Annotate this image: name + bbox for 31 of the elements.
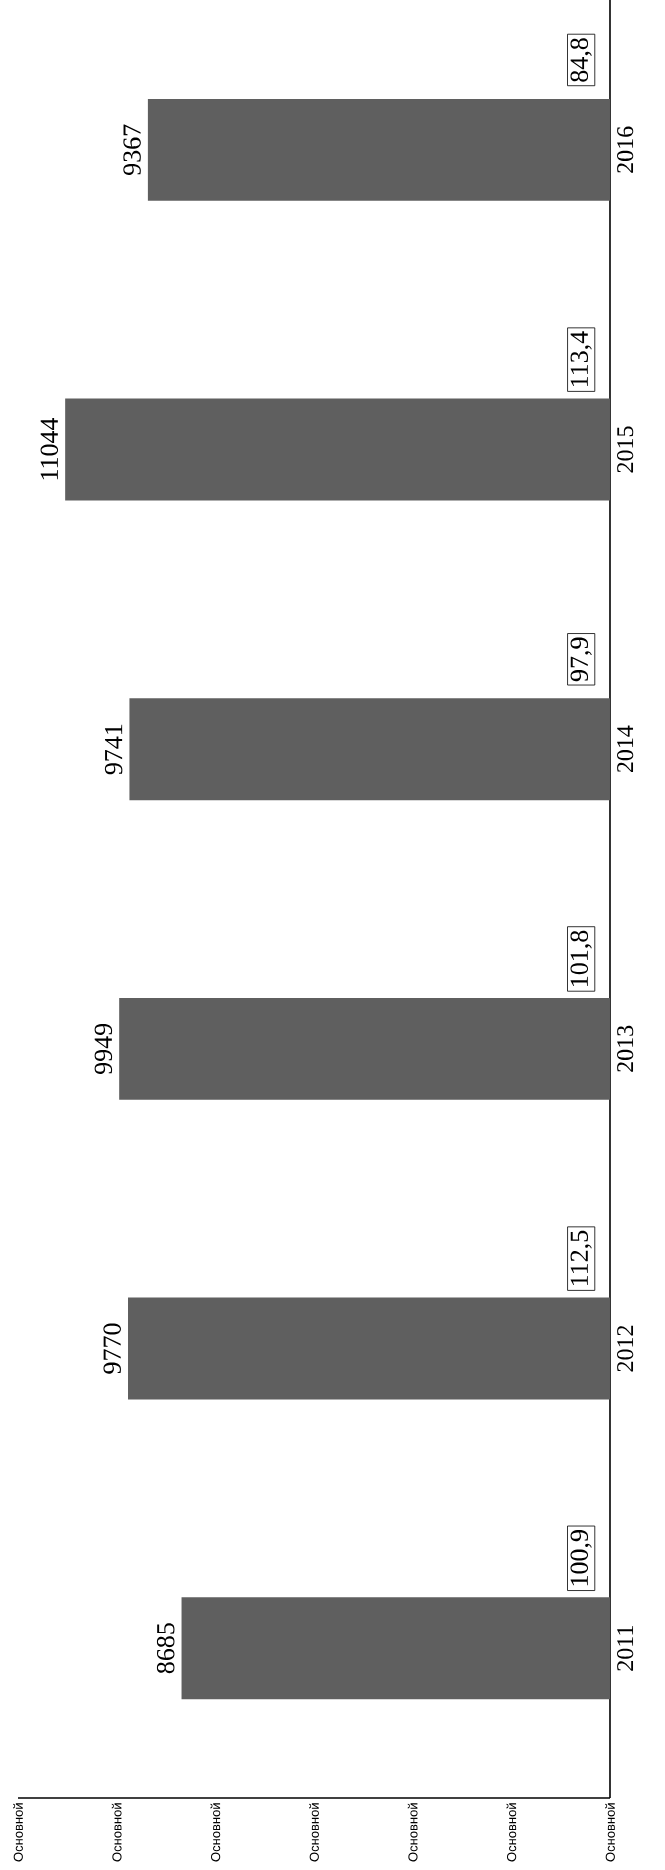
annotation: 112,5 xyxy=(570,1230,592,1286)
text: Основной xyxy=(309,1803,319,1862)
bar xyxy=(128,1297,610,1400)
annotation: 113,4 xyxy=(570,331,592,387)
data-label: 11044 xyxy=(40,417,59,480)
data-label: 9770 xyxy=(103,1323,121,1374)
bar xyxy=(129,698,610,801)
y-tick-label: 2016 xyxy=(617,126,634,173)
data-label: 9367 xyxy=(123,124,141,176)
y-tick-label: 2012 xyxy=(617,1325,634,1372)
annotation: 84,8 xyxy=(570,38,592,82)
annotation: 101,8 xyxy=(570,930,592,986)
text: Основной xyxy=(111,1803,122,1862)
y-tick-label: 2013 xyxy=(617,1025,634,1072)
bar xyxy=(181,1597,610,1700)
text: Основной xyxy=(506,1803,517,1862)
data-label: 9949 xyxy=(94,1023,113,1075)
text: Основной xyxy=(13,1803,23,1862)
text: Основной xyxy=(210,1803,221,1862)
data-label: 8685 xyxy=(156,1623,175,1674)
annotation: 97,9 xyxy=(570,637,592,682)
y-tick-label: 2011 xyxy=(617,1626,634,1671)
text: Основной xyxy=(407,1803,418,1862)
y-tick-label: 2015 xyxy=(617,426,634,473)
data-label: 9741 xyxy=(104,724,123,775)
bar xyxy=(65,398,610,501)
y-tick-label: 2014 xyxy=(617,725,634,773)
bar xyxy=(119,997,610,1100)
text: Основной xyxy=(605,1803,615,1862)
bar xyxy=(147,98,610,201)
annotation: 100,9 xyxy=(570,1530,592,1586)
